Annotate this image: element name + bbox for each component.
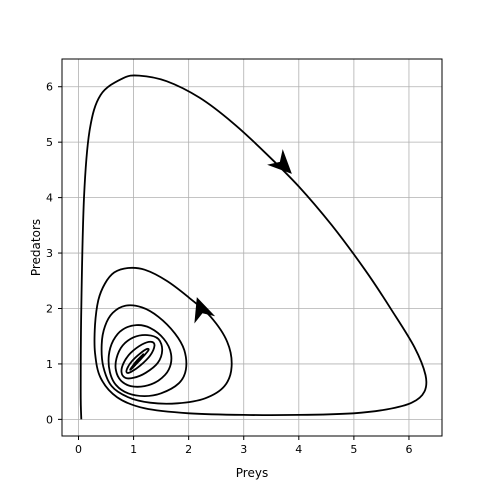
- x-tick-label: 4: [295, 443, 302, 456]
- x-axis-ticks: 0 1 2 3 4 5 6: [75, 436, 412, 456]
- y-tick-label: 6: [46, 81, 53, 94]
- direction-arrow: [194, 297, 216, 324]
- x-tick-label: 5: [350, 443, 357, 456]
- y-tick-label: 1: [46, 358, 53, 371]
- x-tick-label: 3: [240, 443, 247, 456]
- y-tick-label: 3: [46, 247, 53, 260]
- y-axis-label: Predators: [29, 219, 43, 276]
- x-tick-label: 0: [75, 443, 82, 456]
- trajectory: [79, 74, 428, 420]
- y-tick-label: 4: [46, 192, 53, 205]
- y-tick-label: 0: [46, 413, 53, 426]
- direction-arrow: [267, 149, 292, 174]
- y-tick-label: 2: [46, 302, 53, 315]
- x-tick-label: 2: [185, 443, 192, 456]
- y-axis-ticks: 0 1 2 3 4 5 6: [46, 81, 62, 426]
- x-tick-label: 1: [130, 443, 137, 456]
- plot-frame: [61, 58, 443, 437]
- x-axis-label: Preys: [236, 466, 268, 480]
- trajectory-line: [79, 74, 428, 420]
- grid: [62, 59, 442, 436]
- direction-arrows: [194, 149, 292, 324]
- y-tick-label: 5: [46, 136, 53, 149]
- x-tick-label: 6: [405, 443, 412, 456]
